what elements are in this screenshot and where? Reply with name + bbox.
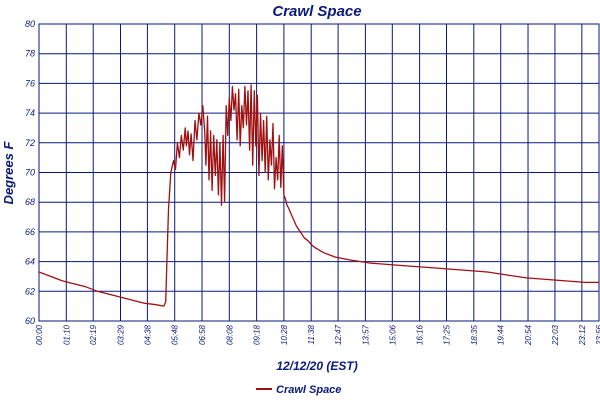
y-tick-label: 62 (25, 286, 35, 296)
x-tick-label: 16:16 (416, 324, 425, 345)
chart-title: Crawl Space (272, 3, 361, 20)
y-tick-label: 76 (25, 78, 35, 88)
x-tick-label: 09:18 (253, 324, 262, 345)
x-tick-label: 10:28 (280, 324, 289, 345)
x-tick-label: 01:10 (62, 324, 71, 345)
x-tick-label: 05:48 (171, 324, 180, 345)
x-tick-label: 23:12 (578, 324, 587, 346)
y-tick-labels: 60 62 64 66 68 70 72 74 76 78 80 (25, 19, 35, 326)
x-tick-label: 18:35 (470, 324, 479, 345)
x-tick-label: 06:58 (198, 324, 207, 345)
x-tick-label: 04:38 (143, 324, 152, 345)
x-tick-labels: 00:00 01:10 02:19 03:29 04:38 05:48 06:58 08:08… (35, 324, 600, 346)
x-tick-label: 17:25 (443, 324, 452, 345)
y-tick-label: 72 (25, 138, 35, 148)
y-tick-label: 66 (25, 227, 35, 237)
x-tick-label: 12:47 (334, 324, 343, 345)
x-tick-label: 08:08 (225, 324, 234, 345)
x-tick-label: 00:00 (35, 324, 44, 345)
y-tick-label: 70 (25, 168, 35, 178)
series-layer (38, 84, 599, 307)
y-tick-label: 80 (25, 19, 35, 29)
x-axis-label: 12/12/20 (EST) (276, 359, 357, 373)
legend: Crawl Space (256, 384, 341, 396)
y-tick-label: 60 (25, 316, 35, 326)
grid-layer (38, 23, 600, 322)
y-tick-label: 64 (25, 257, 35, 267)
y-axis-label: Degrees F (1, 141, 16, 205)
y-tick-label: 74 (25, 108, 35, 118)
x-tick-label: 23:56 (595, 324, 600, 346)
y-tick-label: 68 (25, 197, 35, 207)
x-tick-label: 19:44 (497, 324, 506, 345)
legend-label: Crawl Space (276, 384, 341, 396)
x-tick-label: 03:29 (117, 324, 126, 345)
x-tick-label: 22:03 (551, 324, 560, 346)
series-line-crawl-space (38, 84, 599, 307)
x-tick-label: 15:06 (388, 324, 397, 345)
y-tick-label: 78 (25, 49, 35, 59)
x-tick-label: 02:19 (89, 324, 98, 345)
x-tick-label: 11:38 (307, 324, 316, 344)
x-tick-label: 20:54 (524, 324, 533, 346)
x-tick-label: 13:57 (361, 324, 370, 345)
